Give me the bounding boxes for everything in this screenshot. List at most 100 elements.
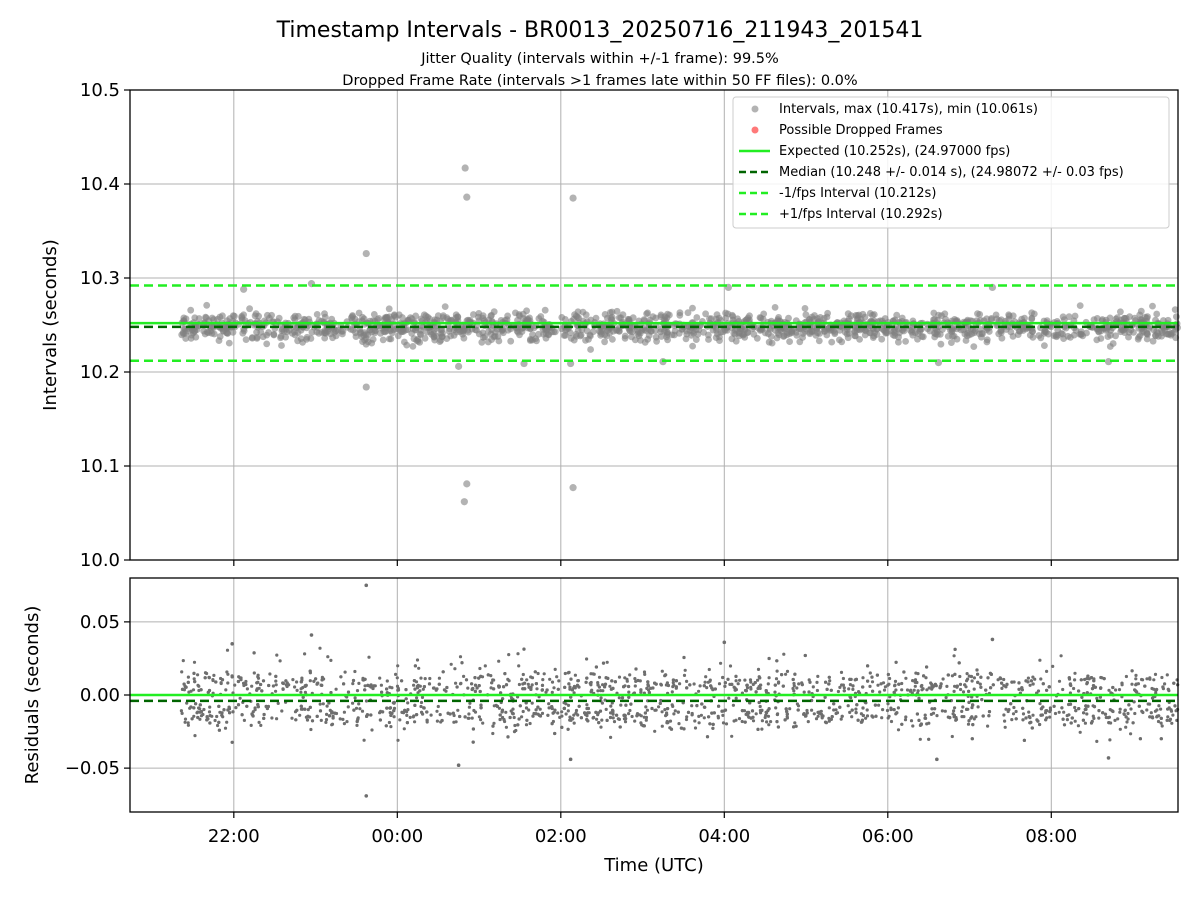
residual-point [874, 714, 878, 718]
residual-point [491, 678, 495, 682]
residual-point [811, 685, 815, 689]
residual-point [490, 681, 494, 685]
residual-point [797, 682, 801, 686]
residual-point [252, 671, 256, 675]
residual-point [972, 687, 976, 691]
interval-point [702, 310, 709, 318]
interval-point [601, 311, 609, 318]
residual-point [620, 696, 625, 700]
interval-point [799, 334, 806, 341]
residual-point [904, 676, 908, 680]
residual-point [1163, 682, 1167, 686]
residual-point [419, 676, 423, 680]
residual-point [412, 714, 416, 718]
residual-point [782, 652, 786, 656]
chart-title: Timestamp Intervals - BR0013_20250716_21… [276, 18, 924, 43]
residual-point [477, 684, 481, 688]
residual-point [1168, 717, 1173, 721]
interval-point [202, 313, 210, 321]
residual-point [791, 677, 795, 682]
interval-point [689, 304, 696, 312]
residual-point [807, 690, 811, 694]
residual-point [639, 690, 643, 694]
residual-point [781, 684, 785, 688]
residual-point [198, 703, 202, 707]
residual-point [827, 716, 831, 721]
residual-point [325, 704, 329, 708]
residual-point [1033, 677, 1037, 681]
residual-point [1038, 658, 1042, 662]
residual-point [881, 708, 885, 712]
interval-point [187, 334, 195, 342]
residual-point [392, 709, 396, 713]
residual-point [210, 714, 214, 718]
residual-point [1173, 704, 1177, 708]
interval-point [265, 329, 272, 336]
residual-point [387, 720, 391, 725]
residual-point [183, 720, 187, 724]
residual-point [597, 721, 601, 725]
residual-point [1006, 709, 1010, 714]
residual-point [812, 712, 816, 716]
residual-point [186, 675, 190, 679]
residual-point [646, 680, 650, 684]
residual-point [624, 703, 628, 707]
interval-point [1126, 313, 1133, 320]
residual-point [303, 652, 307, 656]
residual-point [912, 688, 916, 692]
residual-point [785, 716, 790, 720]
residual-point [1057, 710, 1061, 714]
residual-point [572, 721, 576, 725]
residual-point [1081, 718, 1085, 722]
interval-point [801, 305, 809, 312]
residual-point [719, 661, 723, 665]
residual-point [1169, 708, 1173, 712]
residual-point [261, 679, 266, 683]
legend-label-plus-fps: +1/fps Interval (10.292s) [779, 207, 943, 222]
residual-point [911, 724, 915, 728]
interval-point [504, 326, 512, 334]
residual-point [792, 725, 796, 729]
interval-point [427, 328, 434, 336]
residual-point [1002, 713, 1006, 717]
residual-point [757, 685, 761, 689]
residual-point [1134, 689, 1138, 693]
residual-point [280, 709, 284, 713]
bottom-y-tick-label: −0.05 [65, 758, 120, 779]
residual-point [179, 709, 183, 713]
residual-point [608, 684, 612, 688]
residual-point [592, 715, 596, 720]
residual-point [850, 708, 854, 712]
residual-point [767, 723, 771, 727]
residual-point [413, 703, 417, 708]
residual-point [1031, 675, 1035, 679]
residual-point [594, 665, 599, 669]
residual-point [501, 697, 505, 701]
x-tick-label: 06:00 [862, 826, 914, 847]
residual-point [585, 703, 589, 707]
residual-point [1149, 711, 1153, 715]
residual-point [529, 675, 533, 679]
residual-point [894, 660, 898, 664]
residual-point [437, 676, 441, 680]
interval-point [1153, 310, 1161, 318]
residual-point [815, 680, 819, 685]
residual-point [834, 711, 838, 716]
interval-point [947, 327, 954, 334]
residual-point [850, 715, 854, 719]
interval-outlier-point [240, 285, 248, 293]
residual-point [1134, 682, 1138, 686]
interval-point [664, 336, 671, 344]
residual-point [734, 696, 738, 700]
residual-point [550, 680, 555, 684]
residual-point [740, 709, 745, 713]
residual-point [1011, 712, 1016, 716]
residual-point [1045, 669, 1049, 674]
residual-point [904, 715, 908, 719]
interval-point [762, 329, 769, 337]
interval-point [1009, 333, 1017, 340]
interval-point [329, 334, 336, 342]
residual-point [220, 711, 224, 715]
interval-point [1064, 332, 1072, 340]
